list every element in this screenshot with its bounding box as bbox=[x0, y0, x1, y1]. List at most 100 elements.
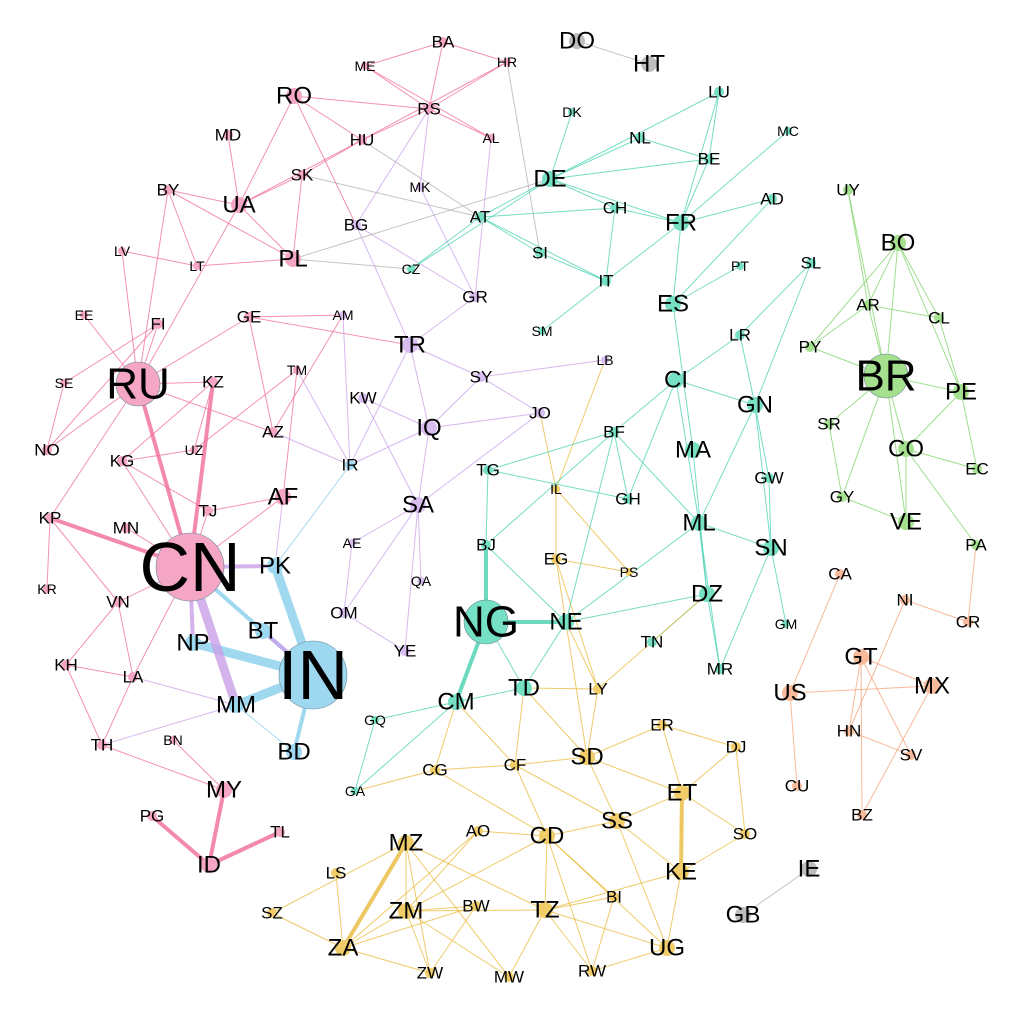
node-AE[interactable]: AE bbox=[343, 535, 362, 551]
node-SD[interactable]: SD bbox=[570, 744, 603, 771]
node-FI[interactable]: FI bbox=[150, 315, 165, 334]
node-circle-GE[interactable] bbox=[244, 312, 254, 322]
node-IE[interactable]: IE bbox=[798, 856, 821, 883]
node-PE[interactable]: PE bbox=[945, 379, 977, 406]
node-GY[interactable]: GY bbox=[830, 488, 855, 507]
node-EE[interactable]: EE bbox=[75, 307, 94, 323]
node-NO[interactable]: NO bbox=[34, 441, 60, 460]
node-LV[interactable]: LV bbox=[114, 243, 131, 259]
node-ME[interactable]: ME bbox=[355, 58, 376, 74]
node-circle-BA[interactable] bbox=[438, 37, 448, 47]
node-KP[interactable]: KP bbox=[39, 509, 62, 528]
node-circle-LS[interactable] bbox=[331, 868, 341, 878]
node-circle-US[interactable] bbox=[782, 685, 798, 701]
node-circle-BI[interactable] bbox=[609, 892, 619, 902]
node-circle-MZ[interactable] bbox=[398, 835, 414, 851]
node-SI[interactable]: SI bbox=[532, 244, 548, 263]
node-circle-KE[interactable] bbox=[673, 864, 689, 880]
node-FR[interactable]: FR bbox=[665, 210, 697, 237]
node-circle-PG[interactable] bbox=[147, 811, 157, 821]
node-circle-IN[interactable] bbox=[278, 640, 348, 710]
node-circle-KZ[interactable] bbox=[208, 377, 218, 387]
node-circle-MD[interactable] bbox=[223, 130, 233, 140]
node-MK[interactable]: MK bbox=[410, 179, 432, 195]
node-AL[interactable]: AL bbox=[482, 130, 499, 146]
node-circle-PE[interactable] bbox=[953, 384, 969, 400]
node-PY[interactable]: PY bbox=[799, 338, 822, 357]
node-circle-MR[interactable] bbox=[715, 664, 725, 674]
node-BE[interactable]: BE bbox=[698, 150, 721, 169]
node-BR[interactable]: BR bbox=[855, 352, 916, 401]
node-circle-AO[interactable] bbox=[473, 826, 483, 836]
node-PA[interactable]: PA bbox=[965, 536, 987, 555]
node-MX[interactable]: MX bbox=[914, 673, 950, 700]
node-circle-AR[interactable] bbox=[863, 300, 873, 310]
node-circle-PK[interactable] bbox=[267, 558, 283, 574]
node-HR[interactable]: HR bbox=[497, 54, 517, 70]
node-circle-KR[interactable] bbox=[43, 585, 51, 593]
node-circle-SL[interactable] bbox=[806, 258, 816, 268]
node-KH[interactable]: KH bbox=[54, 656, 78, 675]
node-circle-EC[interactable] bbox=[972, 464, 982, 474]
node-circle-YE[interactable] bbox=[400, 646, 410, 656]
node-MN[interactable]: MN bbox=[113, 519, 139, 538]
node-CL[interactable]: CL bbox=[928, 309, 950, 328]
node-circle-EG[interactable] bbox=[551, 554, 561, 564]
node-circle-KG[interactable] bbox=[117, 456, 127, 466]
node-IL[interactable]: IL bbox=[550, 481, 562, 497]
node-GT[interactable]: GT bbox=[844, 644, 878, 671]
node-circle-TL[interactable] bbox=[275, 827, 285, 837]
node-SA[interactable]: SA bbox=[402, 492, 434, 519]
node-circle-FR[interactable] bbox=[673, 215, 689, 231]
node-QA[interactable]: QA bbox=[411, 573, 432, 589]
node-circle-TG[interactable] bbox=[483, 465, 493, 475]
node-circle-AE[interactable] bbox=[348, 539, 356, 547]
node-ZW[interactable]: ZW bbox=[417, 964, 443, 983]
node-BJ[interactable]: BJ bbox=[476, 536, 496, 555]
node-ID[interactable]: ID bbox=[197, 852, 221, 879]
node-EG[interactable]: EG bbox=[544, 550, 569, 569]
node-BA[interactable]: BA bbox=[432, 33, 455, 52]
node-circle-BW[interactable] bbox=[471, 901, 481, 911]
node-circle-AL[interactable] bbox=[487, 134, 495, 142]
node-SS[interactable]: SS bbox=[601, 808, 633, 835]
node-MW[interactable]: MW bbox=[494, 968, 524, 987]
node-circle-CR[interactable] bbox=[963, 617, 973, 627]
node-circle-RU[interactable] bbox=[115, 361, 161, 407]
node-circle-HN[interactable] bbox=[844, 726, 854, 736]
node-circle-BT[interactable] bbox=[255, 623, 271, 639]
node-circle-UA[interactable] bbox=[231, 197, 247, 213]
node-circle-DZ[interactable] bbox=[699, 586, 715, 602]
node-circle-GY[interactable] bbox=[837, 492, 847, 502]
node-circle-MM[interactable] bbox=[228, 697, 244, 713]
node-circle-IQ[interactable] bbox=[421, 420, 437, 436]
node-circle-DJ[interactable] bbox=[731, 742, 741, 752]
node-circle-ML[interactable] bbox=[691, 515, 707, 531]
node-BD[interactable]: BD bbox=[277, 739, 310, 766]
node-BY[interactable]: BY bbox=[157, 181, 180, 200]
node-KR[interactable]: KR bbox=[37, 581, 56, 597]
node-circle-MN[interactable] bbox=[121, 523, 131, 533]
node-circle-IT[interactable] bbox=[601, 276, 611, 286]
node-circle-GW[interactable] bbox=[764, 473, 774, 483]
node-VN[interactable]: VN bbox=[106, 593, 130, 612]
node-CN[interactable]: CN bbox=[139, 528, 240, 606]
node-CO[interactable]: CO bbox=[888, 436, 924, 463]
node-MA[interactable]: MA bbox=[675, 437, 711, 464]
node-circle-MY[interactable] bbox=[216, 782, 232, 798]
node-AZ[interactable]: AZ bbox=[262, 423, 284, 442]
node-SL[interactable]: SL bbox=[801, 254, 822, 273]
node-circle-VN[interactable] bbox=[113, 597, 123, 607]
node-BO[interactable]: BO bbox=[881, 230, 916, 257]
node-circle-GN[interactable] bbox=[747, 397, 763, 413]
node-circle-ZM[interactable] bbox=[398, 903, 414, 919]
node-circle-CI[interactable] bbox=[668, 372, 684, 388]
node-circle-GR[interactable] bbox=[470, 292, 480, 302]
node-circle-SN[interactable] bbox=[763, 540, 779, 556]
node-KE[interactable]: KE bbox=[665, 859, 697, 886]
node-circle-SV[interactable] bbox=[906, 750, 916, 760]
node-circle-GH[interactable] bbox=[623, 494, 633, 504]
node-circle-TZ[interactable] bbox=[537, 902, 553, 918]
node-circle-KH[interactable] bbox=[61, 660, 71, 670]
node-GW[interactable]: GW bbox=[754, 469, 783, 488]
